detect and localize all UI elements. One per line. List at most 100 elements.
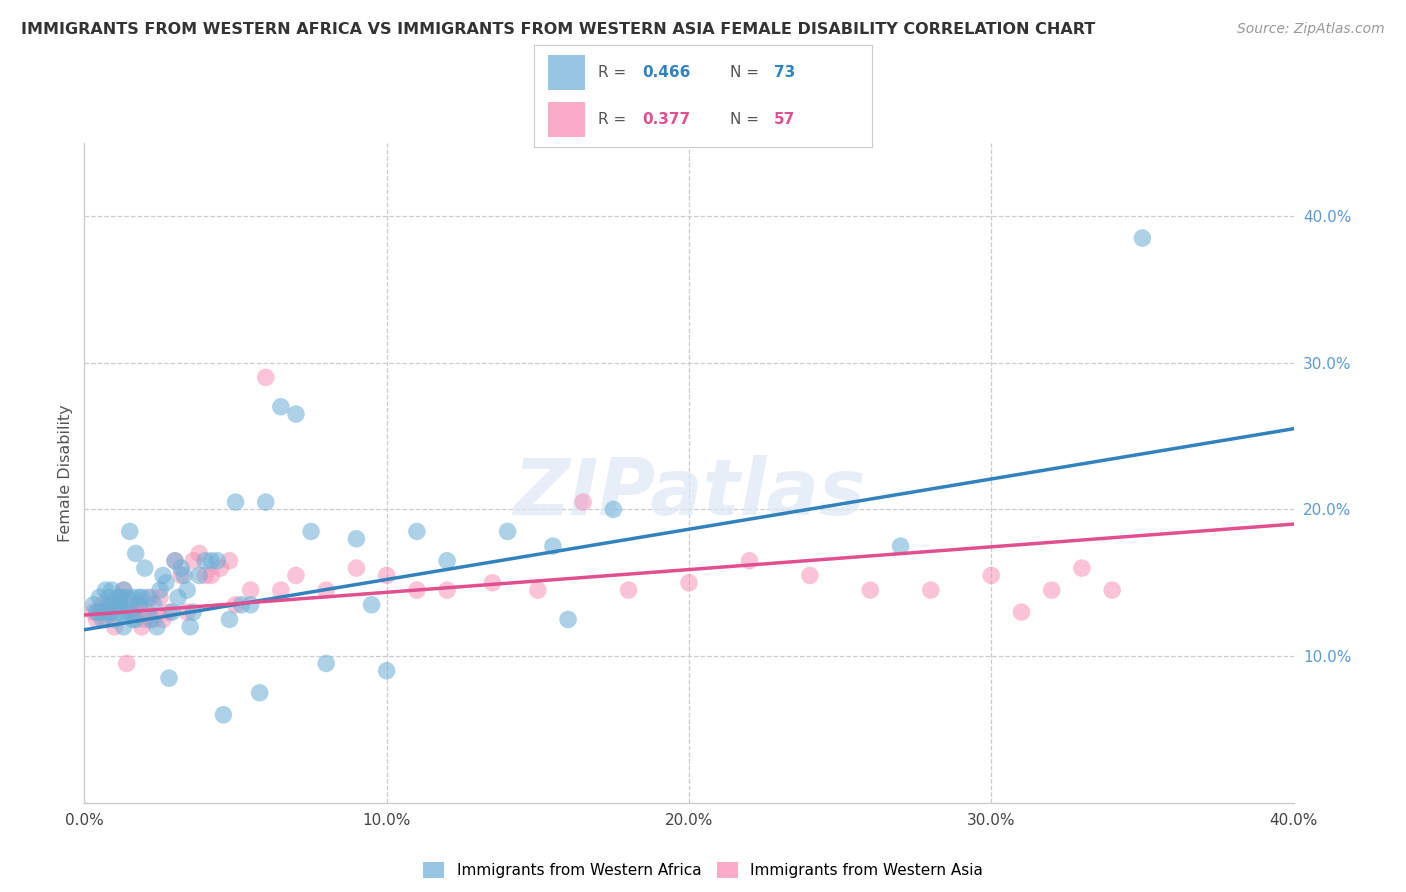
Point	[152, 612, 174, 626]
Text: 0.377: 0.377	[643, 112, 690, 127]
Point	[496, 524, 519, 539]
Point	[112, 583, 135, 598]
Point	[890, 539, 912, 553]
Point	[128, 598, 150, 612]
Bar	[548, 55, 585, 90]
Point	[188, 568, 211, 582]
Point	[125, 612, 148, 626]
Point	[125, 605, 148, 619]
Point	[118, 524, 141, 539]
Point	[82, 598, 104, 612]
Point	[82, 605, 104, 619]
Point	[218, 554, 240, 568]
Text: IMMIGRANTS FROM WESTERN AFRICA VS IMMIGRANTS FROM WESTERN ASIA FEMALE DISABILITY: IMMIGRANTS FROM WESTERN AFRICA VS IMMIGR…	[21, 22, 1095, 37]
Point	[131, 591, 153, 605]
Point	[94, 612, 117, 626]
Point	[142, 612, 165, 626]
Point	[285, 407, 308, 421]
Point	[142, 598, 165, 612]
Point	[270, 400, 292, 414]
Point	[557, 612, 579, 626]
Text: ZIPatlas: ZIPatlas	[513, 455, 865, 531]
Point	[254, 495, 277, 509]
Point	[139, 612, 162, 626]
Point	[346, 532, 368, 546]
Point	[299, 524, 322, 539]
Point	[249, 686, 271, 700]
Point	[97, 598, 120, 612]
Point	[149, 583, 172, 598]
Point	[118, 598, 141, 612]
Point	[179, 620, 201, 634]
Text: Source: ZipAtlas.com: Source: ZipAtlas.com	[1237, 22, 1385, 37]
Point	[136, 591, 159, 605]
Point	[225, 495, 247, 509]
Point	[107, 605, 129, 619]
Point	[128, 598, 150, 612]
Point	[112, 620, 135, 634]
Point	[315, 657, 337, 671]
Point	[160, 605, 183, 619]
Point	[375, 664, 398, 678]
Point	[128, 591, 150, 605]
Point	[157, 671, 180, 685]
Point	[110, 598, 132, 612]
Point	[173, 568, 195, 582]
Text: N =: N =	[730, 112, 763, 127]
Point	[1011, 605, 1033, 619]
Point	[315, 583, 337, 598]
Point	[920, 583, 942, 598]
Point	[134, 612, 156, 626]
Point	[89, 591, 111, 605]
Point	[104, 612, 127, 626]
Point	[165, 554, 187, 568]
Point	[170, 568, 193, 582]
Point	[209, 561, 232, 575]
Point	[481, 575, 503, 590]
Legend: Immigrants from Western Africa, Immigrants from Western Asia: Immigrants from Western Africa, Immigran…	[418, 856, 988, 884]
Point	[100, 598, 122, 612]
Point	[270, 583, 292, 598]
Point	[375, 568, 398, 582]
Point	[100, 605, 122, 619]
Point	[194, 568, 217, 582]
Point	[231, 598, 253, 612]
Point	[94, 605, 117, 619]
Point	[94, 583, 117, 598]
Point	[1101, 583, 1123, 598]
Point	[207, 554, 229, 568]
Point	[239, 583, 262, 598]
Text: 57: 57	[773, 112, 796, 127]
Point	[118, 605, 141, 619]
Point	[167, 591, 190, 605]
Point	[1071, 561, 1094, 575]
Point	[1130, 231, 1153, 245]
Point	[146, 620, 169, 634]
Point	[254, 370, 277, 384]
Text: 73: 73	[773, 65, 796, 79]
Point	[86, 605, 108, 619]
Point	[107, 591, 129, 605]
Point	[176, 605, 198, 619]
Point	[225, 598, 247, 612]
Point	[678, 575, 700, 590]
Point	[136, 605, 159, 619]
Point	[541, 539, 564, 553]
Point	[149, 591, 172, 605]
Point	[212, 707, 235, 722]
Point	[1040, 583, 1063, 598]
Point	[360, 598, 382, 612]
Point	[121, 605, 143, 619]
Point	[572, 495, 595, 509]
Point	[176, 583, 198, 598]
Point	[139, 591, 162, 605]
Point	[165, 554, 187, 568]
Text: R =: R =	[599, 65, 631, 79]
Text: N =: N =	[730, 65, 763, 79]
Point	[980, 568, 1002, 582]
Point	[97, 605, 120, 619]
Point	[115, 657, 138, 671]
Point	[121, 612, 143, 626]
Point	[436, 583, 458, 598]
Point	[89, 605, 111, 619]
